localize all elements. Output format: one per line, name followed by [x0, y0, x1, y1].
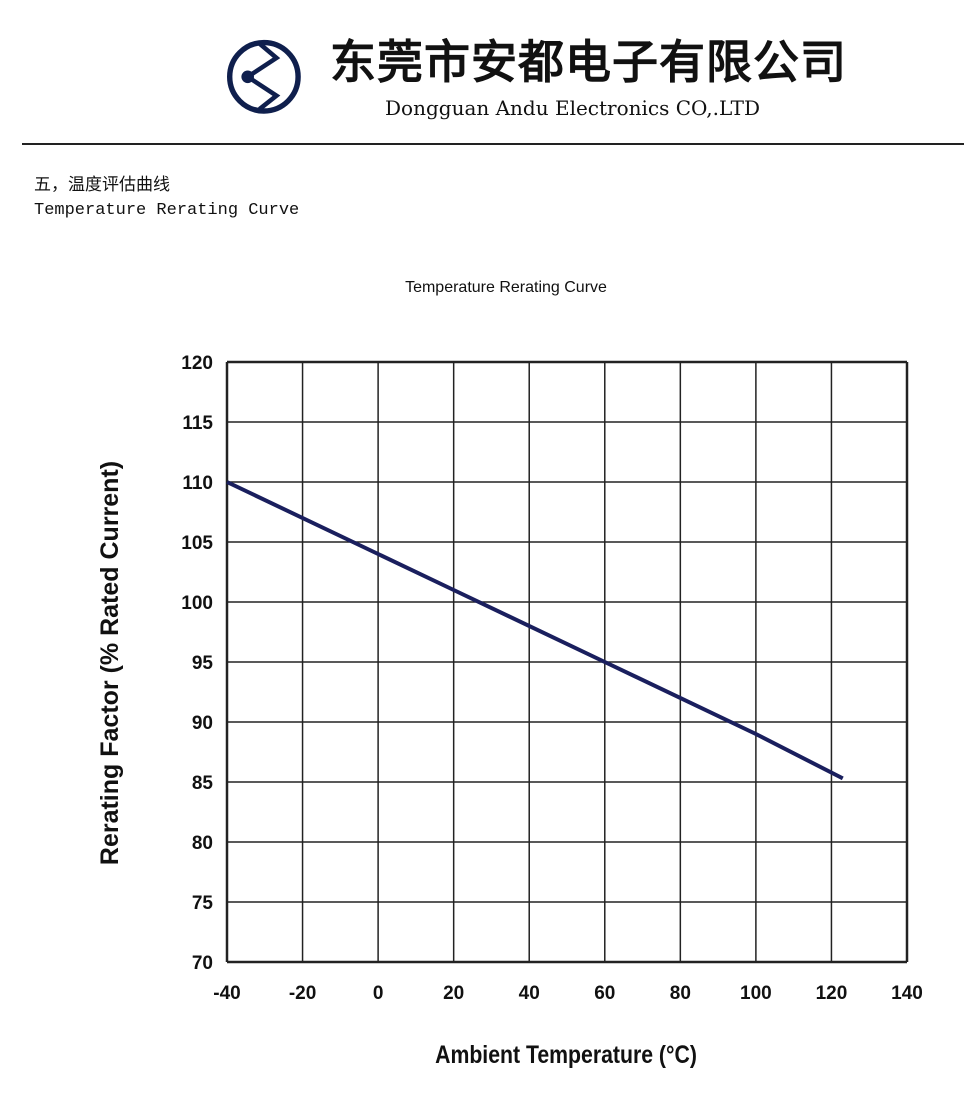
y-tick-label: 120: [181, 353, 213, 374]
chart-series: [226, 480, 844, 781]
x-tick-label: 100: [740, 983, 772, 1004]
section-title-en: Temperature Rerating Curve: [34, 201, 300, 220]
x-tick-label: 120: [816, 983, 848, 1004]
y-tick-label: 85: [192, 773, 214, 794]
x-tick-label: 20: [443, 983, 464, 1004]
x-tick-label: -20: [289, 983, 316, 1004]
y-tick-label: 90: [192, 713, 213, 734]
company-logo-icon: [226, 39, 301, 114]
chart-ticks: -40 -20 0 20 40 60 80 100 120 140 70 75 80 85 90 95 100 1…: [181, 353, 923, 1004]
chart-grid: [225, 360, 909, 964]
y-axis-label: Rerating Factor (% Rated Current): [96, 461, 124, 865]
company-name-cn: 东莞市安都电子有限公司: [330, 35, 847, 89]
y-tick-label: 80: [192, 833, 213, 854]
x-tick-label: 140: [891, 983, 923, 1004]
y-tick-label: 70: [192, 953, 213, 974]
header-divider: [22, 143, 964, 145]
y-tick-label: 75: [192, 893, 214, 914]
y-tick-label: 115: [182, 413, 213, 434]
x-tick-label: 60: [594, 983, 615, 1004]
x-tick-label: 80: [670, 983, 691, 1004]
y-tick-label: 105: [181, 533, 213, 554]
y-tick-label: 95: [192, 653, 214, 674]
x-axis-label: Ambient Temperature (°C): [435, 1040, 697, 1068]
section-title-cn: 五，温度评估曲线: [34, 175, 170, 195]
y-tick-label: 100: [181, 593, 213, 614]
chart-title: Temperature Rerating Curve: [405, 279, 607, 296]
series-line: [226, 480, 844, 781]
x-tick-label: -40: [213, 983, 240, 1004]
x-tick-label: 40: [519, 983, 540, 1004]
company-name-en: Dongguan Andu Electronics CO,.LTD: [385, 96, 761, 120]
y-tick-label: 110: [182, 473, 213, 494]
x-tick-label: 0: [373, 983, 384, 1004]
